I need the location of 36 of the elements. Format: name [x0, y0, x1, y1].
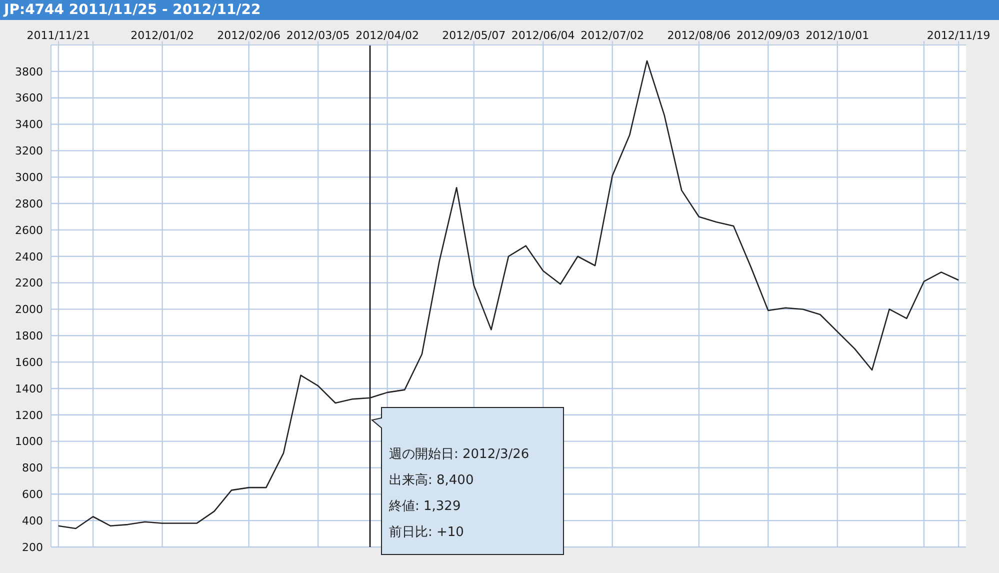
y-tick-label: 3000 [15, 171, 43, 184]
x-tick-label: 2012/03/05 [286, 29, 350, 42]
annotation: 出来高: 8,400 [389, 472, 475, 490]
y-tick-label: 2200 [15, 276, 43, 290]
x-tick-label: 2012/10/01 [806, 29, 870, 42]
x-tick-label: 2012/09/03 [736, 29, 800, 42]
x-tick-label: 2012/06/04 [511, 29, 575, 42]
x-tick-label: 2012/02/06 [217, 29, 281, 42]
y-tick-label: 600 [22, 488, 43, 502]
x-tick-label: 2012/01/02 [130, 29, 194, 42]
y-tick-label: 1200 [15, 408, 43, 422]
x-tick-label: 2012/04/02 [356, 29, 420, 42]
x-tick-label: 2012/08/06 [667, 29, 731, 42]
annotation: 終値: 1,329 [389, 498, 462, 516]
x-tick-label: 2011/11/21 [26, 29, 90, 42]
annotation: 前日比: +10 [389, 524, 465, 542]
y-tick-label: 2800 [15, 197, 43, 210]
y-tick-label: 2000 [15, 303, 43, 316]
y-tick-label: 1000 [15, 435, 43, 448]
y-tick-label: 1800 [15, 330, 43, 343]
x-tick-label: 2012/07/02 [580, 29, 644, 42]
y-tick-label: 1600 [15, 356, 43, 369]
chart-title: JP:4744 2011/11/25 - 2012/11/22 [0, 0, 999, 20]
y-tick-label: 3200 [15, 144, 43, 158]
y-tick-label: 3800 [15, 65, 43, 78]
y-tick-label: 3400 [15, 118, 43, 132]
y-tick-label: 2600 [15, 224, 43, 237]
y-tick-label: 3600 [15, 92, 43, 105]
y-tick-label: 400 [22, 514, 43, 528]
x-tick-label: 2012/11/19 [926, 29, 990, 42]
y-tick-label: 2400 [15, 250, 43, 264]
x-tick-label: 2012/05/07 [442, 29, 506, 42]
y-tick-label: 1400 [15, 382, 43, 396]
y-tick-label: 200 [22, 540, 43, 554]
annotation: 週の開始日: 2012/3/26 [389, 446, 530, 464]
y-tick-label: 800 [22, 462, 43, 475]
